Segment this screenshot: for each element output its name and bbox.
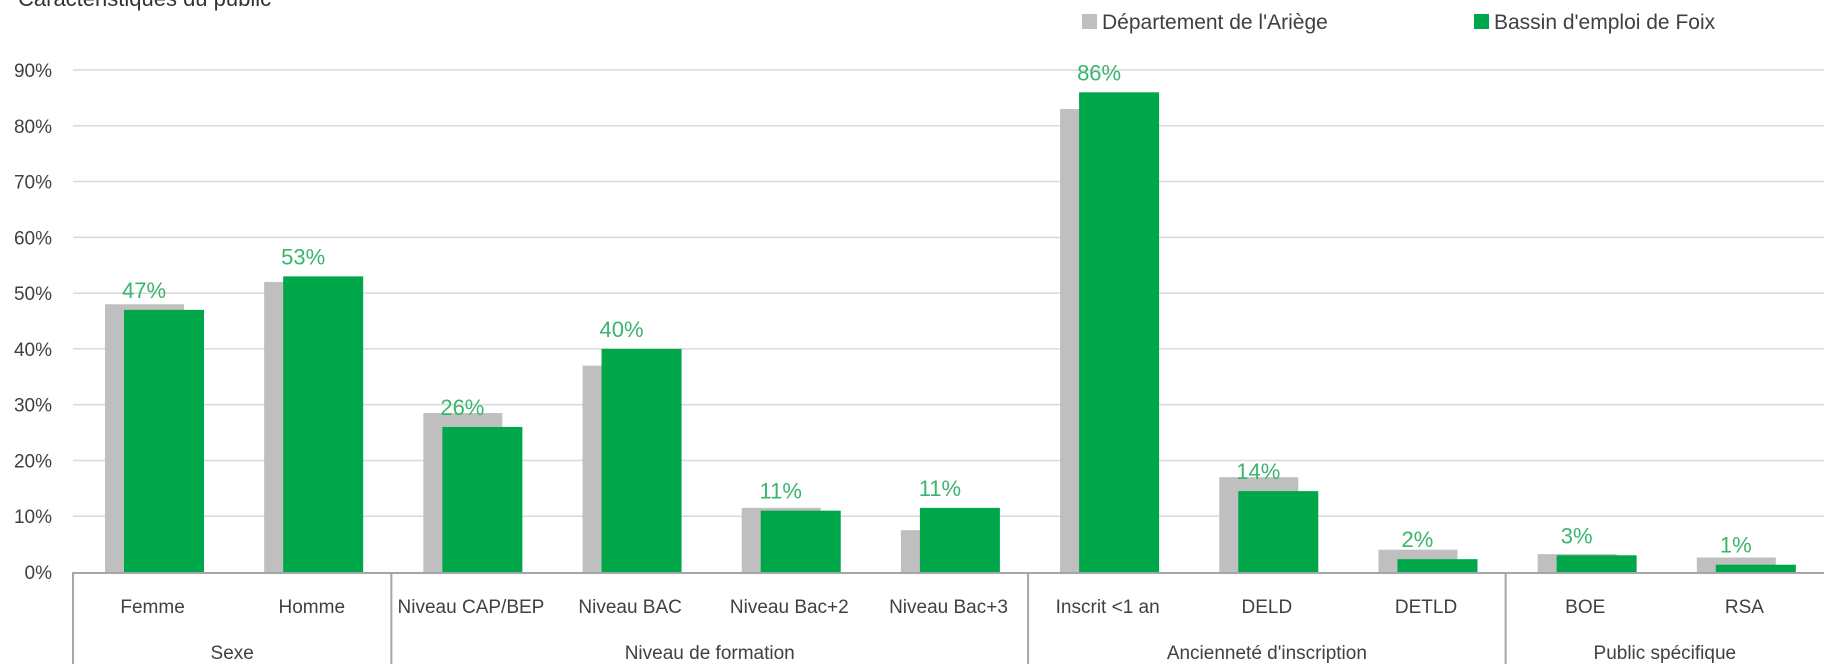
- y-tick-label: 60%: [14, 228, 52, 249]
- bar-foix: [283, 276, 364, 572]
- data-label: 53%: [281, 244, 325, 269]
- bar-foix: [124, 309, 204, 572]
- legend-swatch: [1082, 14, 1097, 29]
- x-category-label: Homme: [279, 597, 346, 618]
- data-label: 3%: [1561, 523, 1593, 548]
- x-group-label: Ancienneté d'inscription: [1167, 643, 1367, 664]
- gridlines: [73, 69, 1824, 517]
- bar-foix: [1397, 559, 1478, 572]
- x-group-label: Niveau de formation: [625, 643, 795, 664]
- x-category-label: Niveau Bac+3: [889, 597, 1008, 618]
- y-tick-label: 20%: [14, 451, 52, 472]
- data-label: 1%: [1720, 533, 1752, 558]
- bar-foix: [1079, 92, 1160, 573]
- x-group-label: Sexe: [211, 643, 254, 664]
- bar-foix: [442, 426, 523, 572]
- bar-foix: [919, 507, 1000, 572]
- x-axis: Femme Homme Niveau CAP/BEP Niveau BAC Niveau…: [72, 572, 1824, 664]
- data-label: 40%: [600, 317, 644, 342]
- data-label: 26%: [440, 395, 484, 420]
- legend: Département de l'Ariège Bassin d'emploi d…: [1082, 11, 1716, 34]
- y-tick-label: 50%: [14, 284, 52, 305]
- data-label: 86%: [1077, 60, 1121, 85]
- y-tick-label: 90%: [14, 61, 52, 82]
- chart-title: Caractéristiques du public: [18, 0, 271, 12]
- y-tick-label: 30%: [14, 396, 52, 417]
- y-tick-label: 0%: [25, 563, 53, 584]
- x-category-label: DETLD: [1395, 597, 1457, 618]
- legend-label: Bassin d'emploi de Foix: [1494, 11, 1716, 34]
- y-axis-labels: 0% 10% 20% 30% 40% 50% 60% 70% 80% 90%: [14, 61, 52, 584]
- data-label: 11%: [760, 479, 802, 504]
- x-category-label: Niveau Bac+2: [730, 597, 849, 618]
- bars: [105, 92, 1796, 573]
- data-label: 2%: [1402, 527, 1434, 552]
- bar-foix: [1715, 564, 1796, 572]
- bar-foix: [601, 348, 682, 572]
- data-labels: 47% 53% 26% 40% 11% 11% 86% 14% 2% 3% 1%: [122, 60, 1752, 557]
- x-category-label: Femme: [120, 597, 184, 618]
- y-tick-label: 70%: [14, 173, 52, 194]
- x-category-label: Niveau CAP/BEP: [398, 597, 545, 618]
- y-tick-label: 80%: [14, 117, 52, 138]
- x-category-label: RSA: [1725, 597, 1764, 618]
- legend-label: Département de l'Ariège: [1102, 11, 1328, 34]
- x-category-label: DELD: [1242, 597, 1293, 618]
- bar-foix: [1238, 491, 1319, 572]
- data-label: 11%: [919, 476, 961, 501]
- x-group-label: Public spécifique: [1594, 643, 1737, 664]
- x-category-label: Niveau BAC: [578, 597, 682, 618]
- x-category-label: BOE: [1565, 597, 1605, 618]
- data-label: 14%: [1236, 459, 1280, 484]
- y-tick-label: 40%: [14, 340, 52, 361]
- bar-foix: [1556, 555, 1637, 572]
- data-label: 47%: [122, 278, 166, 303]
- bar-foix: [760, 510, 841, 572]
- legend-swatch: [1474, 14, 1489, 29]
- y-tick-label: 10%: [14, 507, 52, 528]
- x-category-label: Inscrit <1 an: [1056, 597, 1160, 618]
